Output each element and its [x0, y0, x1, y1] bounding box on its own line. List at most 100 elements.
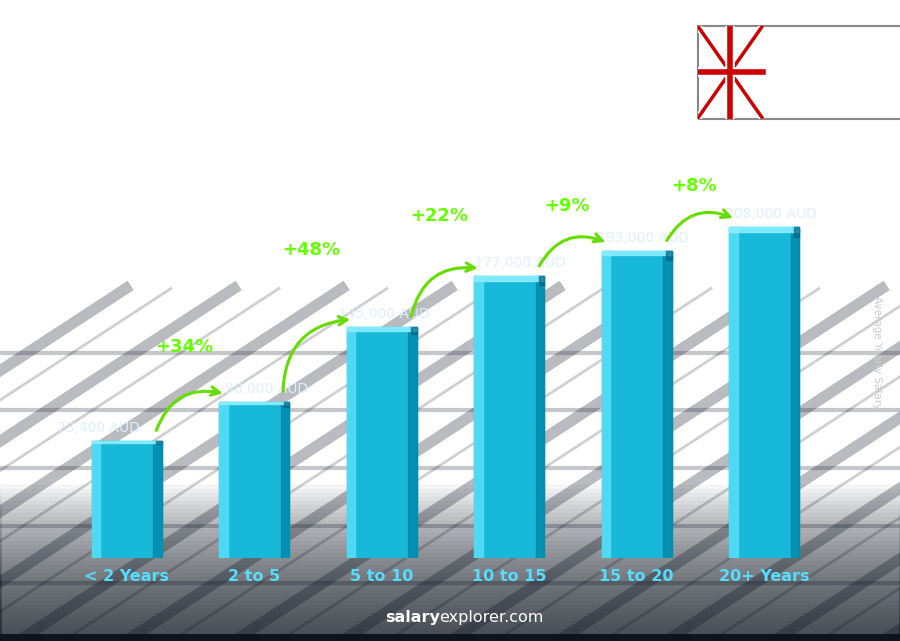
Bar — [0, 637, 900, 640]
Bar — [0, 636, 900, 639]
Polygon shape — [411, 327, 417, 334]
Bar — [0, 638, 900, 641]
Bar — [0, 637, 900, 640]
Bar — [0, 636, 900, 639]
Bar — [0, 636, 900, 639]
Bar — [0, 637, 900, 640]
Bar — [0, 637, 900, 640]
Text: Average Yearly Salary: Average Yearly Salary — [872, 296, 883, 409]
Bar — [0, 637, 900, 640]
Text: 73,400 AUD: 73,400 AUD — [58, 420, 140, 435]
Bar — [0, 637, 900, 640]
Bar — [663, 251, 671, 558]
Bar — [281, 402, 289, 558]
Bar — [0, 593, 900, 641]
Bar — [0, 635, 900, 638]
Bar — [0, 637, 900, 640]
Bar — [0, 638, 900, 641]
Bar — [0, 509, 900, 641]
Bar — [0, 635, 900, 638]
Bar — [0, 635, 900, 638]
Bar — [0, 635, 900, 638]
Bar — [0, 637, 900, 640]
Bar — [0, 636, 900, 639]
Bar — [0, 635, 900, 638]
Bar — [0, 637, 900, 640]
Bar — [0, 637, 900, 640]
Text: explorer.com: explorer.com — [439, 610, 544, 625]
Bar — [0, 637, 900, 641]
Bar — [0, 635, 900, 638]
Bar — [0, 637, 900, 640]
Bar — [0, 637, 900, 640]
Bar — [0, 635, 900, 638]
Bar — [0, 501, 900, 641]
Bar — [0, 635, 900, 638]
Polygon shape — [284, 402, 289, 406]
Bar — [0, 636, 900, 639]
Bar — [0, 638, 900, 641]
Bar — [0, 637, 900, 640]
Bar — [0, 635, 900, 638]
Bar — [0, 635, 900, 638]
Bar — [0, 638, 900, 641]
Polygon shape — [157, 441, 162, 444]
Bar — [0, 635, 900, 638]
Bar — [0, 635, 900, 638]
Bar — [0, 635, 900, 638]
Bar — [0, 635, 900, 638]
Bar — [0, 505, 900, 641]
Bar — [0, 635, 900, 638]
Bar — [0, 635, 900, 638]
Polygon shape — [794, 227, 799, 237]
Bar — [0, 636, 900, 639]
Bar — [0, 637, 900, 640]
Bar — [791, 227, 799, 558]
Bar — [0, 637, 900, 640]
Bar — [0, 565, 900, 641]
Bar — [0, 638, 900, 641]
Bar — [0, 635, 900, 638]
Bar — [0, 635, 900, 638]
Bar — [0, 601, 900, 641]
Bar — [0, 637, 900, 640]
Bar — [0, 636, 900, 639]
Bar — [0, 637, 900, 640]
Bar — [0, 635, 900, 638]
Bar — [0, 617, 900, 641]
Bar — [0, 635, 900, 638]
Bar — [0, 497, 900, 641]
Bar — [0, 635, 900, 638]
Bar — [0, 637, 900, 640]
Bar — [536, 276, 544, 558]
Bar — [0, 585, 900, 641]
Bar — [0, 636, 900, 639]
Text: Salary Comparison By Experience: Salary Comparison By Experience — [45, 22, 596, 51]
Bar — [0, 635, 900, 638]
Bar — [0, 541, 900, 641]
Bar — [0, 529, 900, 641]
Bar — [0, 557, 900, 641]
Bar — [0, 637, 900, 640]
Bar — [0, 638, 900, 641]
Bar — [0, 561, 900, 641]
Bar — [0, 635, 900, 638]
Bar — [0, 573, 900, 641]
Bar — [0, 636, 900, 640]
Bar — [0, 533, 900, 641]
Bar — [92, 441, 100, 558]
Bar — [0, 635, 900, 638]
Bar — [0, 635, 900, 638]
Bar — [0, 635, 900, 638]
Bar — [0, 636, 900, 639]
Bar — [0, 635, 900, 638]
Bar — [0, 635, 900, 638]
Bar — [0, 635, 900, 638]
Bar — [474, 276, 544, 281]
Bar — [0, 545, 900, 641]
Bar — [0, 637, 900, 640]
Bar — [0, 637, 900, 640]
Bar — [0, 637, 900, 640]
Bar — [0, 636, 900, 639]
Bar — [0, 636, 900, 639]
